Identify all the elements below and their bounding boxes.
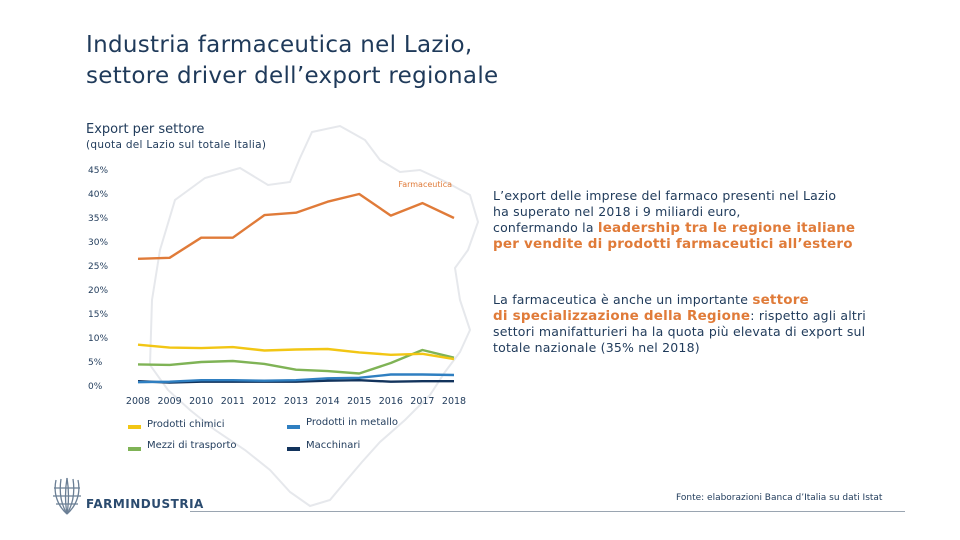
x-tick-label: 2016 <box>379 396 403 407</box>
x-tick-label: 2008 <box>126 396 150 407</box>
series-line-prodotti-chimici <box>137 343 455 361</box>
legend-swatch-chimici <box>128 425 141 429</box>
p2-text-4: totale nazionale (35% nel 2018) <box>493 340 700 355</box>
x-tick-label: 2012 <box>252 396 276 407</box>
logo-wordmark: FARMINDUSTRIA <box>86 497 204 511</box>
p1-highlight-1: leadership tra le regione italiane <box>597 220 856 236</box>
region-map-silhouette <box>148 124 480 508</box>
legend-label-chimici: Prodotti chimici <box>147 419 225 430</box>
x-tick-label: 2017 <box>410 396 434 407</box>
y-tick-label: 0% <box>88 382 103 392</box>
series-lines: Farmaceutica <box>137 180 455 384</box>
p2-text-3: settori manifatturieri ha la quota più e… <box>493 324 866 339</box>
x-tick-label: 2013 <box>284 396 308 407</box>
x-tick-label: 2018 <box>442 396 466 407</box>
x-tick-label: 2015 <box>347 396 371 407</box>
p2-highlight-2: di specializzazione della Regione <box>493 308 751 324</box>
y-tick-label: 5% <box>88 358 103 368</box>
series-line-macchinari <box>137 379 454 384</box>
slide-title: Industria farmaceutica nel Lazio, settor… <box>86 30 498 92</box>
y-tick-label: 20% <box>88 286 108 296</box>
p2-highlight-1: settore <box>752 292 809 308</box>
y-tick-label: 35% <box>88 214 108 224</box>
legend-swatch-macchinari <box>287 447 300 451</box>
p1-text-3: confermando la <box>493 220 598 235</box>
p1-text-1: L’export delle imprese del farmaco prese… <box>493 188 837 203</box>
y-tick-label: 15% <box>88 310 108 320</box>
series-line-farmaceutica <box>137 192 455 260</box>
y-tick-label: 45% <box>88 166 108 176</box>
footer-divider <box>190 511 905 512</box>
series-line-prodotti-in-metallo <box>137 373 455 384</box>
series-line-mezzi-di-trasporto <box>137 348 455 375</box>
legend-label-trasporto: Mezzi di trasporto <box>147 440 237 451</box>
paragraph-specialization: La farmaceutica è anche un importante se… <box>493 292 893 356</box>
p1-text-2: ha superato nel 2018 i 9 miliardi euro, <box>493 204 741 219</box>
y-tick-label: 10% <box>88 334 108 344</box>
paragraph-leadership: L’export delle imprese del farmaco prese… <box>493 188 893 252</box>
chart-subtitle: Export per settore <box>86 122 205 137</box>
legend-label-metallo: Prodotti in metallo <box>306 417 399 428</box>
y-tick-label: 30% <box>88 238 108 248</box>
x-tick-label: 2011 <box>221 396 245 407</box>
source-note: Fonte: elaborazioni Banca d’Italia su da… <box>676 493 883 503</box>
p2-text-2: : rispetto agli altri <box>750 308 866 323</box>
y-axis: 0% 5% 10% 15% 20% 25% 30% 35% 40% 45% <box>88 166 108 392</box>
series-label-farmaceutica: Farmaceutica <box>398 180 452 189</box>
title-line-2: settore driver dell’export regionale <box>86 63 499 89</box>
y-tick-label: 40% <box>88 190 108 200</box>
map-outline <box>148 124 480 508</box>
p1-highlight-2: per vendite di prodotti farmaceutici all… <box>493 236 853 252</box>
farmindustria-logo-icon <box>53 477 81 515</box>
legend-swatch-trasporto <box>128 447 141 451</box>
x-tick-label: 2009 <box>158 396 182 407</box>
x-axis: 2008 2009 2010 2011 2012 2013 2014 2015 2016 2017… <box>126 396 466 407</box>
x-tick-label: 2010 <box>189 396 213 407</box>
x-tick-label: 2014 <box>316 396 340 407</box>
p2-text-1: La farmaceutica è anche un importante <box>493 292 753 307</box>
legend-label-macchinari: Macchinari <box>306 440 361 451</box>
legend-swatch-metallo <box>287 425 300 429</box>
title-line-1: Industria farmaceutica nel Lazio, <box>86 32 473 58</box>
chart-subtitle-note: (quota del Lazio sul totale Italia) <box>86 139 267 151</box>
y-tick-label: 25% <box>88 262 108 272</box>
